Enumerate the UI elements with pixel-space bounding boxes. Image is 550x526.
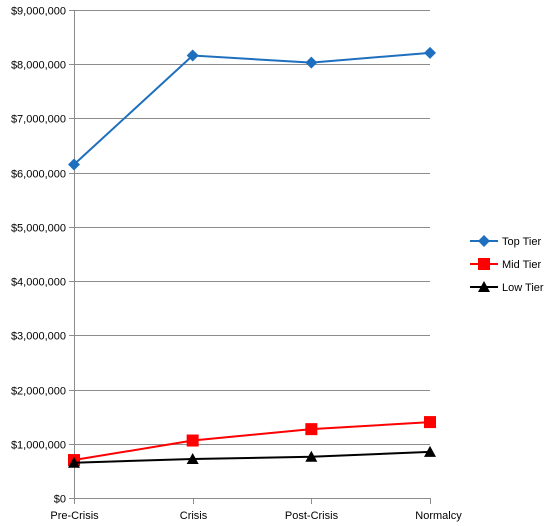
data-point-marker	[424, 46, 436, 59]
y-tick-label: $9,000,000	[11, 6, 66, 18]
y-tick-label: $8,000,000	[11, 60, 66, 72]
data-point-marker	[68, 456, 80, 468]
x-tick-label: Normalcy	[415, 510, 462, 522]
y-axis-tick-labels: $0 $1,000,000 $2,000,000 $3,000,000 $4,000,0…	[11, 6, 66, 506]
legend-marker	[478, 235, 490, 247]
series-lines	[68, 46, 436, 468]
y-tick-label: $2,000,000	[11, 386, 66, 398]
x-tick-label: Post-Crisis	[285, 510, 339, 522]
data-point-marker	[305, 56, 318, 69]
axes	[69, 10, 431, 504]
legend-label: Low Tier	[502, 282, 544, 294]
series-top-tier	[68, 46, 436, 171]
legend-marker	[478, 281, 490, 292]
data-point-marker	[424, 416, 436, 429]
legend-marker	[478, 258, 490, 270]
y-tick-label: $7,000,000	[11, 114, 66, 126]
data-point-marker	[305, 423, 318, 436]
data-point-marker	[186, 434, 199, 447]
x-axis-tick-labels: Pre-Crisis Crisis Post-Crisis Normalcy	[50, 510, 462, 522]
y-tick-label: $6,000,000	[11, 169, 66, 181]
series-low-tier	[68, 445, 436, 468]
series-line	[73, 51, 431, 166]
x-tick-label: Crisis	[180, 510, 208, 522]
gridlines	[74, 10, 430, 445]
legend-item: Mid Tier	[470, 258, 541, 271]
legend-item: Top Tier	[470, 235, 541, 248]
data-point-marker	[186, 49, 199, 62]
y-tick-label: $0	[54, 494, 66, 506]
y-tick-label: $3,000,000	[11, 331, 66, 343]
data-point-marker	[68, 158, 80, 171]
x-tick-label: Pre-Crisis	[50, 510, 99, 522]
y-tick-label: $4,000,000	[11, 277, 66, 289]
legend-label: Mid Tier	[502, 259, 541, 271]
legend-label: Top Tier	[502, 236, 541, 248]
series-line	[73, 421, 431, 462]
legend-item: Low Tier	[470, 281, 544, 294]
y-tick-label: $5,000,000	[11, 223, 66, 235]
data-point-marker	[424, 445, 436, 457]
y-tick-label: $1,000,000	[11, 440, 66, 452]
series-line	[73, 450, 431, 464]
data-point-marker	[186, 452, 199, 464]
legend: Top Tier Mid Tier Low Tier	[470, 235, 544, 294]
data-point-marker	[305, 450, 318, 462]
